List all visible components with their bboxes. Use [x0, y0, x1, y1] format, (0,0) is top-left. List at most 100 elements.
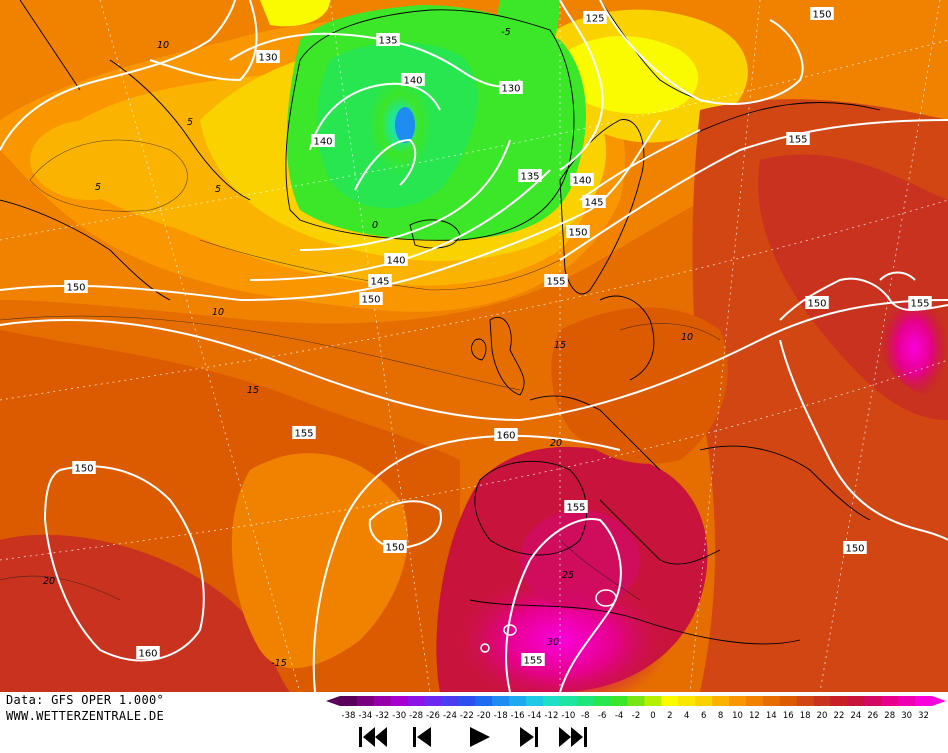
legend-arrow-right — [932, 696, 946, 706]
legend-tick-label: -32 — [375, 711, 389, 720]
temperature-label: 5 — [215, 184, 221, 195]
legend-tick-label: -6 — [598, 711, 606, 720]
legend-swatch — [458, 696, 475, 706]
legend-tick-label: 14 — [766, 711, 777, 720]
map-footer: Data: GFS OPER 1.000° WWW.WETTERZENTRALE… — [0, 692, 948, 751]
legend-swatch — [678, 696, 695, 706]
temperature-patch-labrador — [30, 120, 150, 200]
geopotential-label: 155 — [788, 135, 807, 146]
geopotential-label: 155 — [294, 429, 313, 440]
geopotential-label: 150 — [812, 10, 831, 21]
legend-swatch — [831, 696, 848, 706]
geopotential-label: 160 — [138, 649, 157, 660]
legend-tick-label: -26 — [426, 711, 440, 720]
legend-swatch — [881, 696, 898, 706]
legend-swatch — [509, 696, 526, 706]
geopotential-label: 140 — [572, 176, 591, 187]
legend-swatch — [408, 696, 425, 706]
geopotential-label: 125 — [585, 14, 604, 25]
legend-tick-label: -24 — [443, 711, 457, 720]
geopotential-label: 130 — [258, 53, 277, 64]
legend-tick-label: 30 — [901, 711, 912, 720]
geopotential-label: 160 — [496, 431, 515, 442]
temperature-legend: -38-34-32-30-28-26-24-22-20-18-16-14-12-… — [326, 696, 946, 720]
geopotential-label: 150 — [385, 543, 404, 554]
geopotential-label: 150 — [66, 283, 85, 294]
legend-tick-label: 8 — [718, 711, 723, 720]
temperature-label: 10 — [212, 307, 224, 318]
step-back-icon — [405, 725, 441, 749]
legend-tick-label: 28 — [884, 711, 895, 720]
legend-tick-label: -14 — [528, 711, 542, 720]
temperature-label: 20 — [550, 438, 562, 449]
legend-swatch — [661, 696, 678, 706]
geopotential-label: 150 — [845, 544, 864, 555]
play-icon — [460, 725, 496, 749]
geopotential-label: 140 — [386, 256, 405, 267]
legend-swatch — [847, 696, 864, 706]
legend-swatch — [695, 696, 712, 706]
geopotential-label: 140 — [403, 76, 422, 87]
temperature-label: -5 — [501, 27, 510, 38]
legend-tick-label: 18 — [800, 711, 811, 720]
geopotential-label: 145 — [370, 277, 389, 288]
animation-controls — [355, 725, 595, 749]
legend-tick-label: -20 — [477, 711, 491, 720]
legend-swatch — [391, 696, 408, 706]
legend-tick-label: 24 — [850, 711, 861, 720]
weather-map: 1251301351401401301401351451501401451501… — [0, 0, 948, 692]
geopotential-label: 130 — [501, 84, 520, 95]
legend-tick-label: -8 — [581, 711, 589, 720]
geopotential-label: 145 — [584, 198, 603, 209]
legend-swatch — [441, 696, 458, 706]
legend-tick-label: -4 — [615, 711, 623, 720]
temperature-patch-mediterranean — [520, 510, 640, 610]
legend-tick-label: 2 — [667, 711, 672, 720]
last-frame-button[interactable] — [555, 725, 591, 749]
temperature-label: 10 — [681, 332, 693, 343]
legend-arrow-left — [326, 696, 340, 706]
legend-tick-label: -2 — [632, 711, 640, 720]
play-button[interactable] — [460, 725, 496, 749]
legend-swatch — [797, 696, 814, 706]
legend-tick-label: 4 — [684, 711, 689, 720]
previous-frame-button[interactable] — [405, 725, 441, 749]
legend-tick-label: -34 — [358, 711, 372, 720]
temperature-label: 5 — [95, 182, 101, 193]
legend-tick-label: 20 — [817, 711, 828, 720]
next-frame-button[interactable] — [510, 725, 546, 749]
legend-swatch — [425, 696, 442, 706]
legend-tick-label: -18 — [494, 711, 508, 720]
legend-tick-label: 12 — [749, 711, 760, 720]
legend-tick-label: 0 — [650, 711, 655, 720]
legend-tick-label: -12 — [544, 711, 558, 720]
legend-swatch — [628, 696, 645, 706]
legend-swatch — [374, 696, 391, 706]
temperature-label: 25 — [562, 570, 574, 581]
geopotential-label: 150 — [361, 295, 380, 306]
geopotential-label: 135 — [520, 172, 539, 183]
legend-swatch — [712, 696, 729, 706]
first-frame-button[interactable] — [355, 725, 391, 749]
legend-swatch — [814, 696, 831, 706]
temperature-label: -15 — [271, 658, 287, 669]
legend-swatch — [644, 696, 661, 706]
legend-swatch — [357, 696, 374, 706]
website-label: WWW.WETTERZENTRALE.DE — [6, 709, 164, 723]
temperature-label: 20 — [43, 576, 55, 587]
legend-swatch — [492, 696, 509, 706]
legend-tick-label: -16 — [511, 711, 525, 720]
data-source-label: Data: GFS OPER 1.000° — [6, 693, 164, 707]
legend-swatch — [577, 696, 594, 706]
geopotential-label: 140 — [313, 137, 332, 148]
legend-swatch — [475, 696, 492, 706]
temperature-patch-greenland-cold — [395, 107, 415, 143]
geopotential-label: 155 — [523, 656, 542, 667]
legend-swatch — [763, 696, 780, 706]
legend-tick-label: 16 — [783, 711, 794, 720]
legend-tick-label: 6 — [701, 711, 706, 720]
legend-swatch — [560, 696, 577, 706]
legend-swatch — [780, 696, 797, 706]
legend-swatch — [526, 696, 543, 706]
legend-tick-label: -22 — [460, 711, 474, 720]
